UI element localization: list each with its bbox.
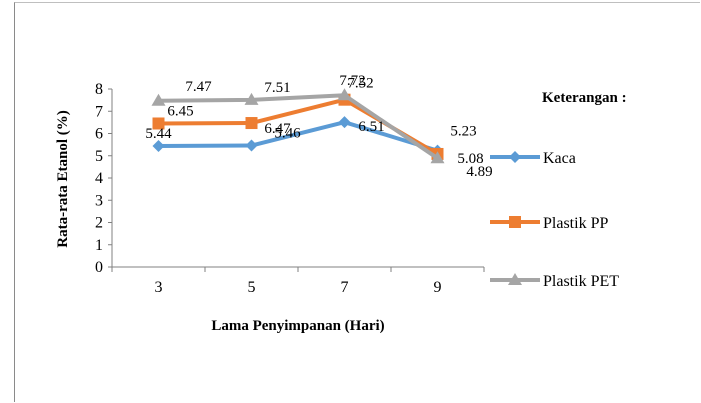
series-line-plastik-pet [158, 93, 439, 160]
data-point-plastik-pet [244, 92, 259, 105]
data-point-plastik-pp [245, 117, 258, 130]
data-label: 5.08 [457, 151, 483, 167]
legend-title: Keterangan : [542, 90, 627, 106]
data-point-plastik-pet [430, 151, 445, 164]
data-label: 5.44 [145, 126, 172, 142]
data-label: 6.51 [358, 119, 384, 135]
legend-item-plastik-pet: Plastik PET [490, 273, 619, 290]
data-label: 7.52 [347, 76, 373, 92]
data-label: 7.72 [339, 73, 365, 89]
x-tick-label: 9 [434, 279, 442, 296]
data-point-kaca [338, 116, 351, 129]
y-tick-label: 3 [95, 192, 103, 209]
data-point-plastik-pp [152, 117, 165, 130]
legend-label: Plastik PP [543, 215, 608, 232]
y-tick-label: 6 [95, 126, 103, 143]
y-tick-label: 1 [95, 237, 103, 254]
data-label: 6.47 [264, 121, 291, 137]
legend-item-plastik-pp: Plastik PP [490, 215, 608, 232]
data-label: 7.51 [264, 80, 290, 96]
y-tick-label: 4 [95, 170, 103, 187]
data-label: 4.89 [466, 164, 492, 180]
legend-item-kaca: Kaca [490, 150, 576, 167]
series-group [151, 88, 445, 164]
data-label: 5.46 [274, 126, 301, 142]
legend-swatch-marker [508, 273, 522, 285]
legend: Keterangan : Kaca Plastik PP Plastik PET [490, 90, 627, 290]
chart-frame [14, 2, 700, 402]
data-point-kaca [245, 139, 258, 152]
data-label: 6.45 [167, 103, 193, 119]
data-label: 7.47 [185, 79, 212, 95]
x-tick-label: 7 [341, 279, 349, 296]
series-line-kaca [158, 120, 439, 153]
series-plastik-pet [151, 88, 445, 164]
legend-label: Kaca [543, 150, 576, 167]
data-label: 5.23 [450, 124, 476, 140]
y-tick-label: 2 [95, 215, 103, 232]
y-tick-label: 7 [95, 103, 103, 120]
y-axis-title: Rata-rata Etanol (%) [55, 110, 71, 247]
y-tick-label: 8 [95, 81, 103, 98]
data-point-kaca [152, 139, 165, 152]
y-tick-label: 5 [95, 148, 103, 165]
x-tick-label: 5 [248, 279, 256, 296]
x-axis-title: Lama Penyimpanan (Hari) [211, 318, 384, 334]
data-point-plastik-pet [151, 93, 166, 106]
data-point-plastik-pet [337, 88, 352, 101]
legend-swatch-marker [509, 151, 521, 163]
legend-label: Plastik PET [543, 273, 619, 290]
data-labels: 5.44 5.46 6.51 5.23 6.45 6.47 7.52 5.08 7.47 7.51… [145, 73, 492, 180]
y-tick-labels: 0 1 2 3 4 5 6 7 8 [95, 81, 112, 276]
y-tick-label: 0 [95, 259, 103, 276]
legend-swatch-marker [509, 216, 521, 228]
x-tick-label: 3 [155, 279, 163, 296]
x-tick-labels: 3 5 7 9 [111, 267, 485, 296]
